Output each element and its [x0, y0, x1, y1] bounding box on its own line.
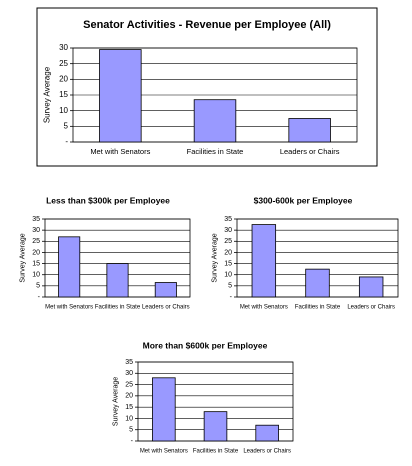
- x-tick-label: Leaders or Chairs: [243, 449, 291, 455]
- y-tick-label: 25: [224, 238, 232, 245]
- y-tick-label: 5: [64, 121, 69, 130]
- y-tick-label: 35: [32, 216, 40, 223]
- bar: [58, 236, 81, 298]
- chart-title: $300-600k per Employee: [254, 195, 353, 205]
- x-tick-label: Facilities in State: [295, 305, 341, 311]
- bar: [288, 118, 331, 143]
- y-tick-label: 30: [125, 370, 133, 377]
- y-tick-label: 5: [228, 283, 232, 290]
- chart-title: More than $600k per Employee: [143, 340, 268, 350]
- bar: [106, 263, 129, 298]
- y-tick-label: 15: [32, 260, 40, 267]
- chart-frame: [36, 7, 378, 167]
- bar: [358, 276, 384, 298]
- y-tick-label: -: [38, 294, 41, 301]
- y-tick-label: 15: [59, 90, 68, 99]
- y-tick-label: 15: [125, 404, 133, 411]
- y-axis-label: Survey Average: [19, 233, 26, 282]
- y-tick-label: 10: [224, 272, 232, 279]
- y-tick-label: 25: [59, 59, 68, 68]
- y-tick-label: -: [65, 137, 68, 146]
- x-tick-label: Met with Senators: [45, 305, 93, 311]
- x-tick-label: Facilities in State: [187, 147, 244, 156]
- x-tick-label: Leaders or Chairs: [347, 305, 395, 311]
- bar: [251, 224, 277, 298]
- y-tick-label: -: [230, 294, 233, 301]
- bar: [305, 268, 330, 298]
- x-tick-label: Leaders or Chairs: [142, 305, 190, 311]
- bar: [193, 99, 237, 143]
- y-tick-label: 10: [32, 272, 40, 279]
- y-axis-label: Survey Average: [211, 233, 218, 282]
- bar: [152, 377, 176, 442]
- chart-title: Senator Activities - Revenue per Employe…: [83, 19, 331, 31]
- bar: [255, 424, 279, 442]
- y-tick-label: 20: [125, 393, 133, 400]
- y-tick-label: 15: [224, 260, 232, 267]
- y-tick-label: 10: [125, 415, 133, 422]
- bar: [203, 411, 228, 442]
- bar: [99, 49, 142, 143]
- y-tick-label: 25: [32, 238, 40, 245]
- x-tick-label: Met with Senators: [90, 147, 150, 156]
- y-tick-label: 20: [32, 249, 40, 256]
- y-axis-label: Survey Average: [43, 66, 52, 123]
- chart-title: Less than $300k per Employee: [46, 195, 170, 205]
- y-tick-label: 10: [59, 106, 68, 115]
- bar: [154, 282, 177, 298]
- y-tick-label: 35: [224, 216, 232, 223]
- y-tick-label: 20: [59, 74, 68, 83]
- y-tick-label: 30: [224, 227, 232, 234]
- y-tick-label: 25: [125, 381, 133, 388]
- y-tick-label: 5: [129, 427, 133, 434]
- y-tick-label: 30: [32, 227, 40, 234]
- y-tick-label: 35: [125, 359, 133, 366]
- x-tick-label: Facilities in State: [95, 305, 141, 311]
- x-tick-label: Facilities in State: [193, 449, 239, 455]
- x-tick-label: Leaders or Chairs: [280, 147, 340, 156]
- y-tick-label: 30: [59, 43, 68, 52]
- y-axis-label: Survey Average: [112, 377, 119, 426]
- y-tick-label: -: [131, 438, 134, 445]
- y-tick-label: 5: [36, 283, 40, 290]
- y-tick-label: 20: [224, 249, 232, 256]
- x-tick-label: Met with Senators: [240, 305, 288, 311]
- x-tick-label: Met with Senators: [140, 449, 188, 455]
